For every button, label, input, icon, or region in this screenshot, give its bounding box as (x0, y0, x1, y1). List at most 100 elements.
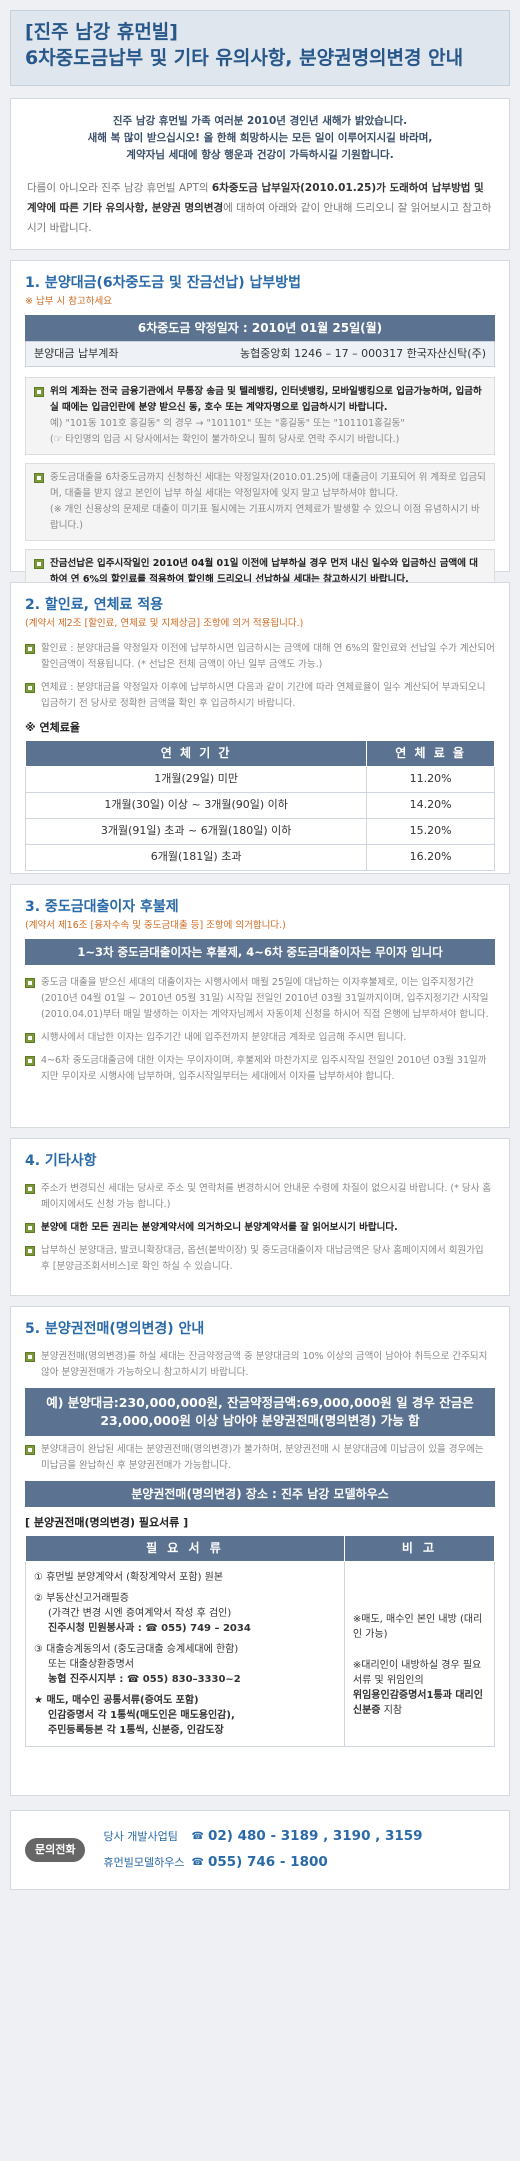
table-cell: 6개월(181일) 초과 (24, 843, 368, 871)
bullet-icon (25, 1246, 35, 1256)
contact-box: 문의전화 당사 개발사업팀 ☎ 02) 480 - 3189 , 3190 , … (10, 1810, 510, 1890)
column-header: 연 체 료 율 (366, 739, 495, 767)
section-interest: 3. 중도금대출이자 후불제 (계약서 제16조 [융자수속 및 중도금대출 등… (10, 884, 510, 1128)
phone-icon: ☎ (191, 1856, 204, 1868)
due-date-bar: 6차중도금 약정일자 : 2010년 01월 25일(월) (25, 314, 495, 341)
remark-bold: 위임용인감증명서1통과 대리인 신분증 (352, 1689, 483, 1716)
greeting-line-1: 진주 남강 휴먼빌 가족 여러분 2010년 경인년 새해가 밝았습니다. (112, 115, 408, 127)
table-cell: 14.20% (366, 791, 495, 819)
rate-heading: ※ 연체료율 (25, 720, 81, 734)
title-line-1: [진주 남강 휴먼빌] (25, 21, 178, 43)
bullet-text: 중도금대출을 6차중도금까지 신청하신 세대는 약정일자(2010.01.25)… (50, 471, 486, 499)
section-transfer: 5. 분양권전매(명의변경) 안내 분양권전매(명의변경)를 하실 세대는 잔금… (10, 1306, 510, 1796)
bullet-text: 분양에 대한 모든 권리는 분양계약서에 의거하오니 분양계약서를 잘 읽어보시… (41, 1222, 398, 1233)
greeting-line-3: 계약자님 세대에 항상 행운과 건강이 가득하시길 기원합니다. (126, 149, 394, 161)
bullet-text: 위의 계좌는 전국 금융기관에서 무통장 송금 및 텔레뱅킹, 인터넷뱅킹, 모… (50, 385, 482, 413)
bullet-icon (25, 977, 35, 988)
section-title: 4. 기타사항 (25, 1153, 97, 1169)
intro-box: 진주 남강 휴먼빌 가족 여러분 2010년 경인년 새해가 밝았습니다. 새해… (10, 98, 510, 250)
table-row: 1개월(30일) 이상 ~ 3개월(90일) 이하 14.20% (24, 791, 495, 819)
bullet-text: 주소가 변경되신 세대는 당사로 주소 및 연락처를 변경하시어 안내문 수령에… (41, 1183, 492, 1210)
section-other: 4. 기타사항 주소가 변경되신 세대는 당사로 주소 및 연락처를 변경하시어… (10, 1138, 510, 1296)
bullet-text: 잔금선납은 입주시작일인 2010년 04월 01일 이전에 납부하실 경우 먼… (50, 557, 478, 585)
column-header: 연 체 기 간 (24, 739, 368, 767)
table-cell: 15.20% (366, 817, 495, 845)
bullet-icon (25, 1223, 35, 1233)
section-discount-penalty: 2. 할인료, 연체료 적용 (계약서 제2조 [할인료, 연체료 및 지체상금… (10, 582, 510, 874)
title-line-2: 6차중도금납부 및 기타 유의사항, 분양권명의변경 안내 (25, 47, 464, 69)
list-item: 할인료 : 분양대금을 약정일자 이전에 납부하시면 입금하시는 금액에 대해 … (25, 641, 495, 673)
section-title: 1. 분양대금(6차중도금 및 잔금선납) 납부방법 (25, 275, 302, 291)
list-item: 납부하신 분양대금, 발코니확장대금, 옵션(붙박이장) 및 중도금대출이자 대… (25, 1243, 495, 1275)
contact-name: 당사 개발사업팀 (103, 1830, 178, 1844)
bullet-icon (25, 1445, 35, 1455)
bullet-text: 중도금 대출을 받으신 세대의 대출이자는 시행사에서 매월 25일에 대납하는… (41, 976, 489, 1020)
table-row: ① 휴먼빌 분양계약서 (확장계약서 포함) 원본 ② 부동산신고거래필증 (가… (25, 1560, 496, 1747)
intro-text-2: 에 대하여 아래와 같이 안내해 드리오니 잘 읽어보시고 참고하시기 바랍니다… (27, 202, 492, 234)
bullet-text: 할인료 : 분양대금을 약정일자 이전에 납부하시면 입금하시는 금액에 대해 … (41, 642, 495, 670)
bullet-icon (34, 558, 44, 569)
list-item: 시행사에서 대납한 이자는 입주기간 내에 입주전까지 분양대금 계좌로 입금해… (25, 1030, 495, 1046)
contact-phone[interactable]: 055) 746 - 1800 (207, 1854, 328, 1871)
bullet-note: (※ 개인 신용상의 문제로 대출이 미기표 될시에는 기표시까지 연체료가 발… (50, 503, 480, 531)
contact-name: 휴먼빌모델하우스 (103, 1856, 185, 1870)
bullet-icon (25, 1032, 35, 1043)
list-item: 4~6차 중도금대출금에 대한 이자는 무이자이며, 후불제와 마찬가지로 입주… (25, 1053, 495, 1085)
section-title: 2. 할인료, 연체료 적용 (25, 597, 164, 613)
intro-text-bold: 6차중도금 납부일자(2010.01.25)가 도래하여 납부방법 및 계약에 … (27, 182, 484, 214)
bullet-icon (25, 643, 35, 654)
list-item: 위의 계좌는 전국 금융기관에서 무통장 송금 및 텔레뱅킹, 인터넷뱅킹, 모… (25, 376, 495, 455)
section-note: ※ 납부 시 참고하세요 (25, 296, 112, 307)
list-item: 주소가 변경되신 세대는 당사로 주소 및 연락처를 변경하시어 안내문 수령에… (25, 1181, 495, 1213)
required-docs-table: 필 요 서 류 비 고 ① 휴먼빌 분양계약서 (확장계약서 포함) 원본 ② … (25, 1534, 496, 1747)
bullet-text: 시행사에서 대납한 이자는 입주기간 내에 입주전까지 분양대금 계좌로 입금해… (41, 1031, 407, 1043)
table-cell: 3개월(91일) 초과 ~ 6개월(180일) 이하 (24, 817, 368, 845)
list-item: 분양대금이 완납된 세대는 분양권전매(명의변경)가 불가하며, 분양권전매 시… (25, 1442, 495, 1474)
section-note: (계약서 제16조 [융자수속 및 중도금대출 등] 조항에 의거합니다.) (25, 920, 286, 931)
bullet-text: 분양권전매(명의변경)를 하실 세대는 잔금약정금액 중 분양대금의 10% 이… (41, 1351, 488, 1378)
table-cell: 1개월(29일) 미만 (24, 765, 368, 793)
section-title: 5. 분양권전매(명의변경) 안내 (25, 1321, 205, 1337)
bullet-example-note: (☞ 타인명의 입금 시 당사에서는 확인이 불가하오니 필히 당사로 연락 주… (50, 433, 400, 445)
contact-row: 당사 개발사업팀 ☎ 02) 480 - 3189 , 3190 , 3159 (103, 1824, 422, 1850)
bullet-icon (34, 472, 44, 483)
list-item: ③ 대출승계동의서 (중도금대출 승계세대에 한함) (34, 1643, 239, 1655)
contact-phone[interactable]: 02) 480 - 3189 , 3190 , 3159 (207, 1828, 423, 1845)
contact-badge: 문의전화 (25, 1838, 86, 1862)
table-cell: 1개월(30일) 이상 ~ 3개월(90일) 이하 (24, 791, 368, 819)
remark-text: 지참 (383, 1704, 403, 1716)
list-item: 농협 진주시지부 : ☎ 055) 830–3330~2 (48, 1673, 241, 1685)
list-item: ★ 매도, 매수인 공통서류(증여도 포함) (34, 1694, 199, 1706)
remark-text: ※매도, 매수인 본인 내방 (대리인 가능) (352, 1613, 483, 1640)
bullet-icon (25, 682, 35, 693)
intro-text-1: 다름이 아니오라 진주 남강 휴먼빌 APT의 (27, 182, 209, 194)
table-cell: 11.20% (366, 765, 495, 793)
page-title: [진주 남강 휴먼빌] 6차중도금납부 및 기타 유의사항, 분양권명의변경 안… (25, 19, 495, 71)
table-cell: 16.20% (366, 843, 495, 871)
list-item: ① 휴먼빌 분양계약서 (확장계약서 포함) 원본 (34, 1571, 224, 1583)
bullet-icon (25, 1352, 35, 1362)
bullet-example: 예) "101동 101호 홍길동" 의 경우 → "101101" 또는 "홍… (50, 417, 405, 429)
table-row: 6개월(181일) 초과 16.20% (24, 843, 495, 871)
section-payment-method: 1. 분양대금(6차중도금 및 잔금선납) 납부방법 ※ 납부 시 참고하세요 … (10, 260, 510, 595)
bullet-icon (34, 386, 44, 397)
remarks: ※매도, 매수인 본인 내방 (대리인 가능) ※대리인이 내방하실 경우 필요… (343, 1560, 496, 1747)
penalty-rate-table: 연 체 기 간 연 체 료 율 1개월(29일) 미만 11.20% 1개월(3… (24, 739, 495, 871)
section-title: 3. 중도금대출이자 후불제 (25, 899, 179, 915)
account-row: 분양대금 납부계좌 농협중앙회 1246 – 17 – 000317 한국자산신… (25, 340, 495, 367)
page-header: [진주 남강 휴먼빌] 6차중도금납부 및 기타 유의사항, 분양권명의변경 안… (10, 10, 510, 86)
greeting-line-2: 새해 복 많이 받으십시오! 올 한해 희망하시는 모든 일이 이루어지시길 바… (87, 132, 433, 144)
docs-heading: [ 분양권전매(명의변경) 필요서류 ] (25, 1516, 189, 1529)
column-header: 비 고 (343, 1534, 496, 1562)
bullet-text: 분양대금이 완납된 세대는 분양권전매(명의변경)가 불가하며, 분양권전매 시… (41, 1444, 484, 1471)
table-row: 1개월(29일) 미만 11.20% (24, 765, 495, 793)
intro-body: 다름이 아니오라 진주 남강 휴먼빌 APT의 6차중도금 납부일자(2010.… (27, 178, 493, 238)
list-item: 분양권전매(명의변경)를 하실 세대는 잔금약정금액 중 분양대금의 10% 이… (25, 1349, 495, 1381)
column-header: 필 요 서 류 (25, 1534, 345, 1562)
bullet-icon (25, 1184, 35, 1194)
section-note: (계약서 제2조 [할인료, 연체료 및 지체상금] 조항에 의거 적용됩니다.… (25, 618, 304, 629)
list-item: 중도금대출을 6차중도금까지 신청하신 세대는 약정일자(2010.01.25)… (25, 462, 495, 541)
list-item: 중도금 대출을 받으신 세대의 대출이자는 시행사에서 매월 25일에 대납하는… (25, 975, 495, 1023)
list-item: 연체료 : 분양대금을 약정일자 이후에 납부하시면 다음과 같이 기간에 따라… (25, 680, 495, 712)
